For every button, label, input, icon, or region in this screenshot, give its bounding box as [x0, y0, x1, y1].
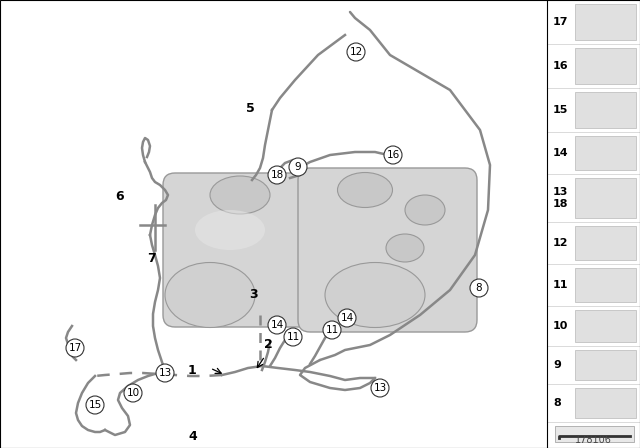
Bar: [547, 0, 640, 448]
Text: 178106: 178106: [575, 435, 612, 445]
Text: 7: 7: [148, 251, 156, 264]
Text: 15: 15: [88, 400, 102, 410]
Text: 16: 16: [553, 61, 568, 71]
Bar: [575, 4, 636, 40]
Bar: [575, 136, 636, 170]
Text: 11: 11: [553, 280, 568, 290]
Circle shape: [338, 309, 356, 327]
Text: 4: 4: [189, 431, 197, 444]
Text: 17: 17: [68, 343, 82, 353]
Circle shape: [284, 328, 302, 346]
Text: 6: 6: [116, 190, 124, 202]
Bar: [575, 92, 636, 128]
Text: 13: 13: [158, 368, 172, 378]
Text: 10: 10: [127, 388, 140, 398]
Bar: [575, 268, 636, 302]
Text: 15: 15: [553, 105, 568, 115]
Circle shape: [371, 379, 389, 397]
Text: 8: 8: [476, 283, 483, 293]
Bar: [555, 426, 634, 442]
Ellipse shape: [325, 263, 425, 327]
Bar: [575, 310, 636, 342]
Text: 18: 18: [270, 170, 284, 180]
Circle shape: [268, 316, 286, 334]
Ellipse shape: [337, 172, 392, 207]
Circle shape: [470, 279, 488, 297]
Circle shape: [86, 396, 104, 414]
Text: 1: 1: [188, 365, 196, 378]
Text: 3: 3: [249, 289, 257, 302]
Circle shape: [347, 43, 365, 61]
Text: 11: 11: [286, 332, 300, 342]
Ellipse shape: [195, 210, 265, 250]
Text: 12: 12: [553, 238, 568, 248]
Ellipse shape: [386, 234, 424, 262]
Text: 2: 2: [264, 339, 273, 352]
Text: 12: 12: [349, 47, 363, 57]
Text: 8: 8: [553, 398, 561, 408]
Bar: [575, 178, 636, 218]
Text: 10: 10: [553, 321, 568, 331]
Circle shape: [66, 339, 84, 357]
Circle shape: [156, 364, 174, 382]
Ellipse shape: [210, 176, 270, 214]
Circle shape: [384, 146, 402, 164]
Circle shape: [124, 384, 142, 402]
Text: 9: 9: [553, 360, 561, 370]
Circle shape: [289, 158, 307, 176]
Bar: [285, 195, 335, 305]
Text: 14: 14: [553, 148, 568, 158]
Bar: [575, 388, 636, 418]
FancyBboxPatch shape: [163, 173, 342, 327]
Text: 5: 5: [246, 102, 254, 115]
Bar: [575, 226, 636, 260]
Text: 16: 16: [387, 150, 399, 160]
Text: 11: 11: [325, 325, 339, 335]
Text: 13: 13: [373, 383, 387, 393]
Text: 9: 9: [294, 162, 301, 172]
Text: 14: 14: [270, 320, 284, 330]
Text: 13
18: 13 18: [553, 187, 568, 209]
Text: 17: 17: [553, 17, 568, 27]
Ellipse shape: [165, 263, 255, 327]
Circle shape: [323, 321, 341, 339]
FancyBboxPatch shape: [298, 168, 477, 332]
Text: 14: 14: [340, 313, 354, 323]
Bar: [575, 350, 636, 380]
Circle shape: [268, 166, 286, 184]
Bar: [575, 48, 636, 84]
Ellipse shape: [405, 195, 445, 225]
